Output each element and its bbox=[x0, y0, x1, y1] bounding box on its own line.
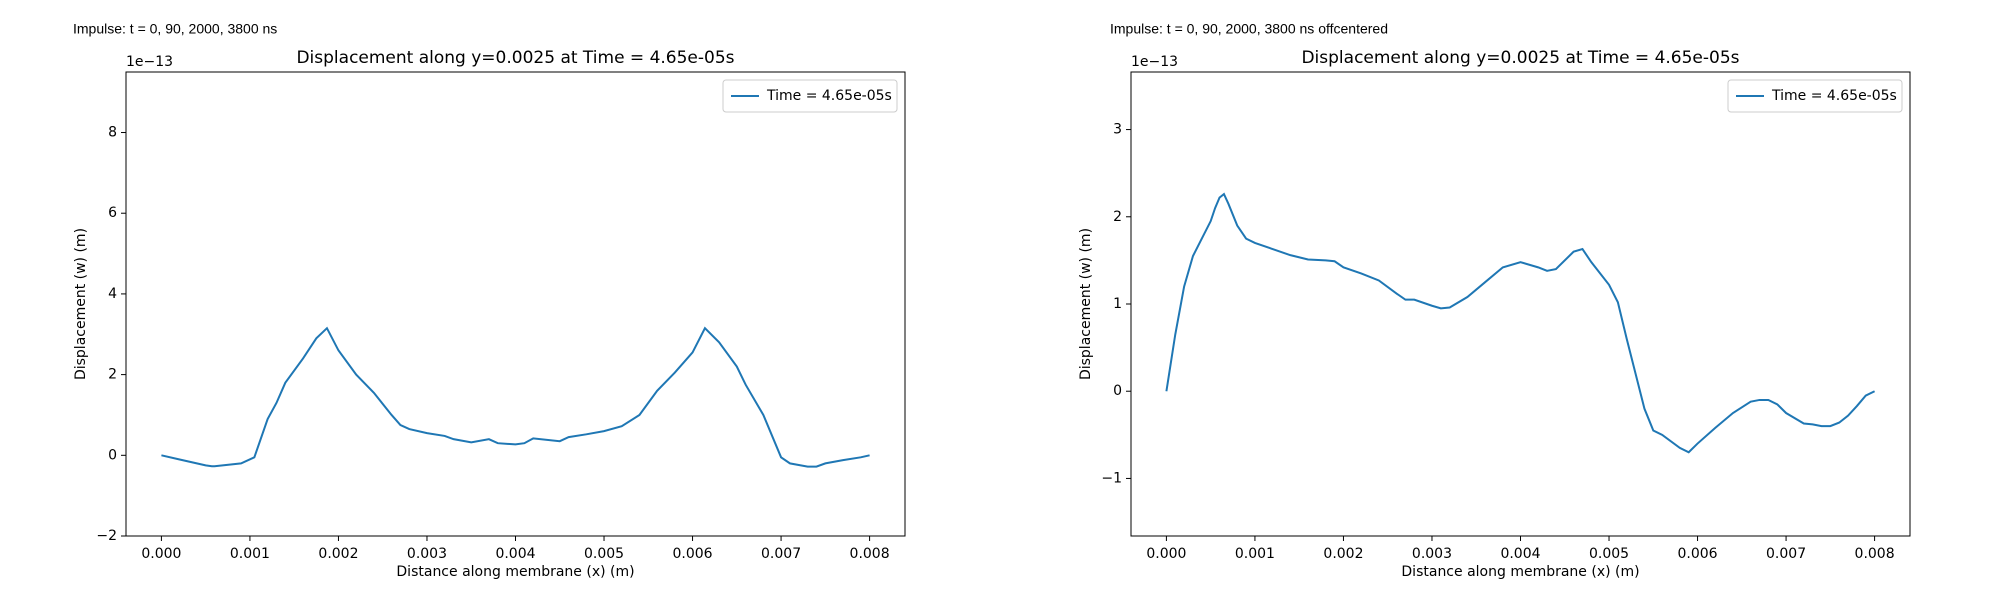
y-tick-label: 6 bbox=[108, 205, 117, 221]
x-tick-label: 0.006 bbox=[1677, 546, 1717, 562]
y-tick-label: 8 bbox=[108, 125, 117, 141]
x-tick-label: 0.005 bbox=[584, 546, 624, 562]
x-axis-label: Distance along membrane (x) (m) bbox=[1401, 564, 1639, 580]
x-tick-label: 0.003 bbox=[1412, 546, 1452, 562]
x-tick-label: 0.000 bbox=[1146, 546, 1186, 562]
data-line bbox=[161, 326, 870, 468]
chart-title: Displacement along y=0.0025 at Time = 4.… bbox=[296, 48, 734, 68]
x-tick-label: 0.000 bbox=[141, 546, 181, 562]
annotation: Impulse: t = 0, 90, 2000, 3800 ns bbox=[73, 21, 277, 37]
axes-frame bbox=[125, 71, 906, 537]
x-tick-label: 0.004 bbox=[495, 546, 535, 562]
data-line bbox=[1165, 192, 1876, 454]
legend-label: Time = 4.65e-05s bbox=[1771, 88, 1897, 104]
x-tick-label: 0.004 bbox=[1500, 546, 1540, 562]
y-tick-label: 2 bbox=[1113, 209, 1122, 225]
x-tick-label: 0.003 bbox=[407, 546, 447, 562]
chart-title: Displacement along y=0.0025 at Time = 4.… bbox=[1301, 48, 1739, 68]
y-tick-label: 4 bbox=[108, 286, 117, 302]
y-tick-label: −1 bbox=[1101, 470, 1122, 486]
y-tick-label: 1 bbox=[1113, 296, 1122, 312]
legend-box bbox=[722, 79, 898, 113]
chart: Impulse: t = 0, 90, 2000, 3800 ns offcen… bbox=[1078, 21, 1911, 580]
x-axis-label: Distance along membrane (x) (m) bbox=[396, 564, 634, 580]
x-tick-label: 0.008 bbox=[850, 546, 890, 562]
y-offset-label: 1e−13 bbox=[1131, 54, 1178, 70]
legend-box bbox=[1727, 79, 1903, 113]
y-offset-label: 1e−13 bbox=[126, 54, 173, 70]
axes-frame bbox=[1130, 71, 1911, 537]
y-axis-label: Displacement (w) (m) bbox=[73, 228, 89, 380]
x-tick-label: 0.005 bbox=[1589, 546, 1629, 562]
y-tick-label: 0 bbox=[108, 447, 117, 463]
annotation: Impulse: t = 0, 90, 2000, 3800 ns offcen… bbox=[1110, 21, 1388, 37]
y-tick-label: −2 bbox=[96, 528, 117, 544]
x-tick-label: 0.006 bbox=[672, 546, 712, 562]
x-tick-label: 0.001 bbox=[1235, 546, 1275, 562]
x-tick-label: 0.002 bbox=[318, 546, 358, 562]
x-tick-label: 0.002 bbox=[1323, 546, 1363, 562]
chart: Impulse: t = 0, 90, 2000, 3800 ns Displac… bbox=[73, 21, 906, 580]
y-tick-label: 0 bbox=[1113, 383, 1122, 399]
x-tick-label: 0.001 bbox=[230, 546, 270, 562]
y-tick-label: 2 bbox=[108, 367, 117, 383]
legend-label: Time = 4.65e-05s bbox=[766, 88, 892, 104]
x-tick-label: 0.007 bbox=[761, 546, 801, 562]
y-axis-label: Displacement (w) (m) bbox=[1078, 228, 1094, 380]
x-tick-label: 0.007 bbox=[1766, 546, 1806, 562]
x-tick-label: 0.008 bbox=[1855, 546, 1895, 562]
y-tick-label: 3 bbox=[1113, 122, 1122, 138]
